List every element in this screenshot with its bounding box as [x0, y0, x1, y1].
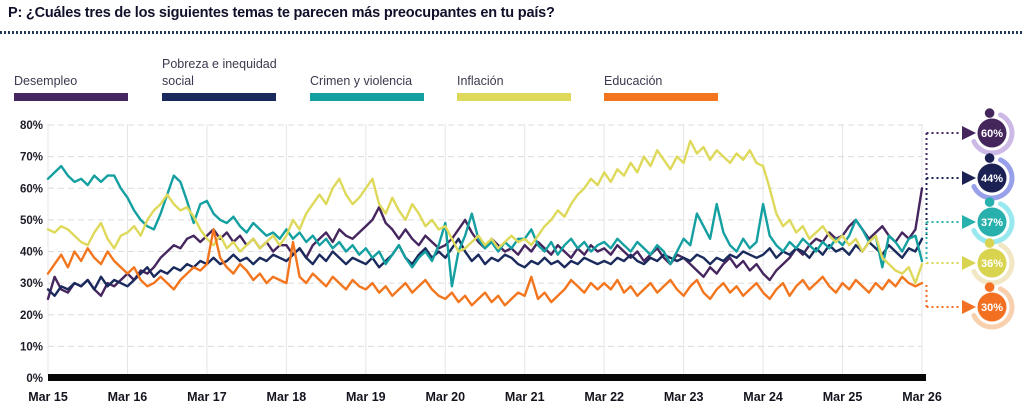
y-axis-label: 80% — [20, 120, 43, 132]
x-axis-label: Mar 18 — [267, 390, 307, 404]
badge-dot-1 — [984, 153, 995, 163]
x-axis-label: Mar 23 — [664, 390, 704, 404]
legend-label: Educación — [604, 74, 663, 89]
chart-legend: Desempleo Pobreza e inequidad social Crime… — [0, 56, 1024, 104]
legend-swatch — [14, 93, 128, 101]
arrow-right-icon-4 — [962, 300, 976, 314]
badge-dot-2 — [984, 197, 995, 207]
y-axis-label: 70% — [20, 152, 43, 164]
legend-swatch — [162, 93, 276, 101]
legend-item-3: Inflación — [457, 56, 577, 101]
legend-label: Crimen y violencia — [310, 74, 413, 89]
arrow-right-icon-2 — [962, 215, 976, 229]
end-value-label-0: 60% — [981, 128, 1003, 140]
x-axis-label: Mar 25 — [823, 390, 863, 404]
y-axis-label: 10% — [20, 341, 43, 353]
x-axis-label: Mar 26 — [902, 390, 942, 404]
legend-label: Pobreza e inequidad social — [162, 57, 277, 89]
x-axis-label: Mar 17 — [187, 390, 227, 404]
badge-dot-4 — [984, 282, 995, 292]
legend-swatch — [310, 93, 424, 101]
dotted-divider — [0, 31, 1024, 34]
end-value-badge-1 — [977, 163, 1007, 193]
series-line-4 — [46, 228, 924, 307]
badge-arc-2 — [971, 201, 1015, 245]
legend-item-4: Educación — [604, 56, 724, 101]
legend-item-2: Crimen y violencia — [310, 56, 430, 101]
x-axis-label: Mar 16 — [108, 390, 148, 404]
arrow-right-icon-0 — [962, 126, 976, 140]
badge-arc-1 — [971, 157, 1015, 201]
badge-arc-4 — [971, 286, 1015, 330]
badge-arc-3 — [971, 242, 1015, 286]
x-axis-bar — [48, 374, 926, 381]
arrow-right-icon-1 — [962, 171, 976, 185]
page-title: P: ¿Cuáles tres de los siguientes temas … — [8, 5, 555, 21]
series-line-3 — [46, 139, 924, 285]
y-axis-label: 40% — [20, 247, 43, 259]
legend-item-1: Pobreza e inequidad social — [162, 56, 282, 101]
x-axis-label: Mar 21 — [505, 390, 545, 404]
badge-dot-0 — [984, 108, 995, 118]
end-value-badge-3 — [977, 248, 1007, 278]
y-axis-label: 30% — [20, 278, 43, 290]
series-line-2 — [46, 164, 924, 288]
x-axis-label: Mar 24 — [743, 390, 783, 404]
x-axis-label: Mar 19 — [346, 390, 386, 404]
end-value-badge-4 — [977, 292, 1007, 322]
x-axis-label: Mar 15 — [28, 390, 68, 404]
end-value-label-3: 36% — [981, 258, 1003, 270]
y-axis-label: 0% — [26, 373, 43, 385]
legend-swatch — [457, 93, 571, 101]
arrow-right-icon-3 — [962, 256, 976, 270]
end-value-label-4: 30% — [981, 302, 1003, 314]
legend-label: Inflación — [457, 74, 504, 89]
badge-dot-3 — [984, 238, 995, 248]
x-axis-label: Mar 20 — [425, 390, 465, 404]
end-value-label-1: 44% — [981, 173, 1003, 185]
y-axis-label: 60% — [20, 183, 43, 195]
end-value-badge-0 — [977, 118, 1007, 148]
y-axis-label: 20% — [20, 310, 43, 322]
badge-arc-0 — [971, 112, 1015, 156]
end-value-label-2: 37% — [981, 217, 1003, 229]
legend-label: Desempleo — [14, 74, 78, 89]
y-axis-label: 50% — [20, 215, 43, 227]
legend-item-0: Desempleo — [14, 56, 134, 101]
x-axis-label: Mar 22 — [584, 390, 624, 404]
legend-swatch — [604, 93, 718, 101]
end-value-badge-2 — [977, 207, 1007, 237]
